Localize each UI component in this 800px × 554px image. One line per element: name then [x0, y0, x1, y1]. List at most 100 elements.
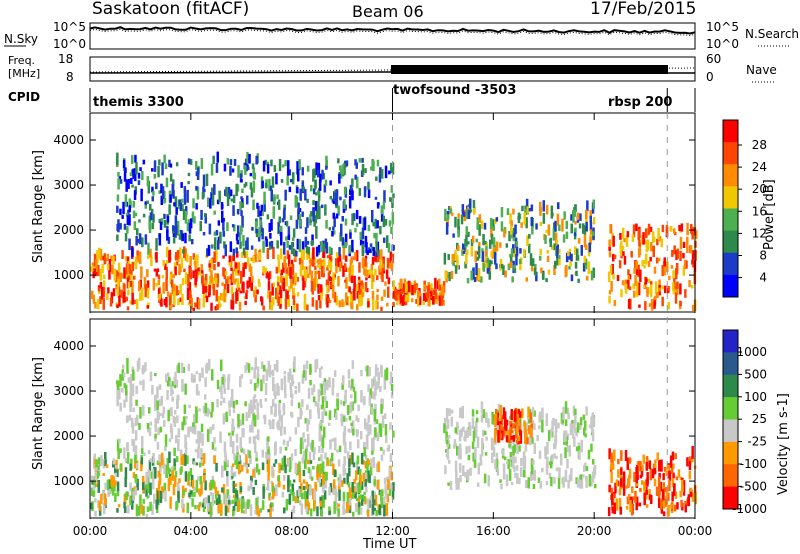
echo-cell — [255, 457, 258, 462]
echo-cell — [118, 388, 121, 400]
echo-cell — [205, 365, 208, 373]
echo-cell — [533, 423, 536, 431]
echo-cell — [207, 244, 211, 256]
echo-cell — [373, 507, 376, 512]
echo-cell — [492, 226, 496, 231]
echo-cell — [359, 231, 362, 240]
echo-cell — [368, 474, 371, 484]
echo-cell — [612, 235, 615, 247]
echo-cell — [291, 276, 295, 284]
echo-cell — [230, 299, 233, 310]
echo-cell — [328, 486, 331, 496]
echo-cell — [315, 278, 318, 288]
echo-cell — [385, 435, 388, 443]
velocity-echo-field — [90, 356, 697, 518]
echo-cell — [465, 234, 468, 247]
echo-cell — [184, 471, 188, 482]
echo-cell — [151, 476, 155, 490]
echo-cell — [245, 362, 249, 370]
echo-cell — [355, 460, 359, 473]
echo-cell — [186, 274, 190, 287]
echo-cell — [348, 497, 352, 506]
echo-cell — [269, 370, 273, 375]
echo-cell — [453, 439, 457, 448]
echo-cell — [688, 470, 692, 480]
echo-cell — [613, 254, 617, 259]
echo-cell — [590, 443, 593, 452]
echo-cell — [673, 504, 677, 512]
echo-cell — [348, 467, 351, 477]
echo-cell — [661, 285, 664, 290]
echo-cell — [317, 283, 320, 294]
echo-cell — [189, 159, 193, 165]
echo-cell — [340, 169, 343, 179]
echo-cell — [279, 248, 283, 260]
echo-cell — [530, 423, 533, 429]
echo-cell — [450, 409, 454, 414]
noise-left-label: N.Sky — [4, 32, 38, 46]
echo-cell — [570, 274, 574, 282]
echo-cell — [241, 413, 245, 425]
echo-cell — [369, 243, 373, 247]
echo-cell — [305, 506, 308, 513]
echo-cell — [252, 486, 255, 495]
echo-cell — [386, 302, 389, 307]
echo-cell — [402, 283, 406, 293]
echo-cell — [691, 285, 694, 289]
echo-cell — [220, 395, 223, 399]
echo-cell — [166, 390, 169, 400]
echo-cell — [535, 223, 538, 230]
echo-cell — [527, 416, 530, 420]
echo-cell — [126, 256, 130, 264]
echo-cell — [246, 280, 249, 289]
echo-cell — [564, 401, 568, 414]
echo-cell — [525, 198, 529, 210]
echo-cell — [282, 439, 286, 446]
echo-cell — [494, 429, 497, 443]
echo-cell — [582, 474, 585, 478]
echo-cell — [147, 242, 150, 255]
echo-cell — [381, 273, 384, 283]
echo-cell — [292, 479, 296, 483]
echo-cell — [293, 356, 296, 369]
echo-cell — [304, 459, 307, 470]
echo-cell — [448, 435, 451, 439]
echo-cell — [324, 482, 327, 489]
echo-cell — [447, 254, 450, 260]
echo-cell — [389, 371, 393, 385]
echo-cell — [550, 461, 553, 469]
echo-cell — [667, 505, 670, 517]
echo-cell — [350, 422, 353, 427]
echo-cell — [312, 384, 316, 392]
echo-cell — [345, 277, 348, 289]
echo-cell — [97, 480, 100, 493]
echo-cell — [360, 370, 363, 377]
echo-cell — [237, 282, 240, 291]
echo-cell — [695, 230, 698, 240]
echo-cell — [304, 189, 307, 201]
echo-cell — [476, 271, 479, 281]
echo-cell — [431, 296, 435, 305]
echo-cell — [235, 268, 238, 276]
echo-cell — [383, 496, 386, 507]
echo-cell — [533, 268, 537, 275]
echo-cell — [454, 249, 457, 261]
echo-cell — [250, 187, 254, 198]
echo-cell — [445, 408, 449, 421]
echo-cell — [322, 473, 325, 486]
echo-cell — [565, 252, 569, 263]
echo-cell — [234, 457, 237, 465]
echo-cell — [108, 488, 111, 494]
echo-cell — [192, 422, 195, 429]
echo-cell — [155, 499, 158, 510]
echo-cell — [469, 198, 472, 209]
echo-cell — [246, 195, 249, 205]
echo-cell — [445, 431, 448, 442]
echo-cell — [158, 384, 162, 390]
echo-cell — [484, 452, 488, 456]
noise-left-tick-top: 10^5 — [53, 20, 86, 34]
echo-cell — [315, 162, 318, 176]
echo-cell — [662, 473, 665, 481]
echo-cell — [135, 385, 138, 394]
